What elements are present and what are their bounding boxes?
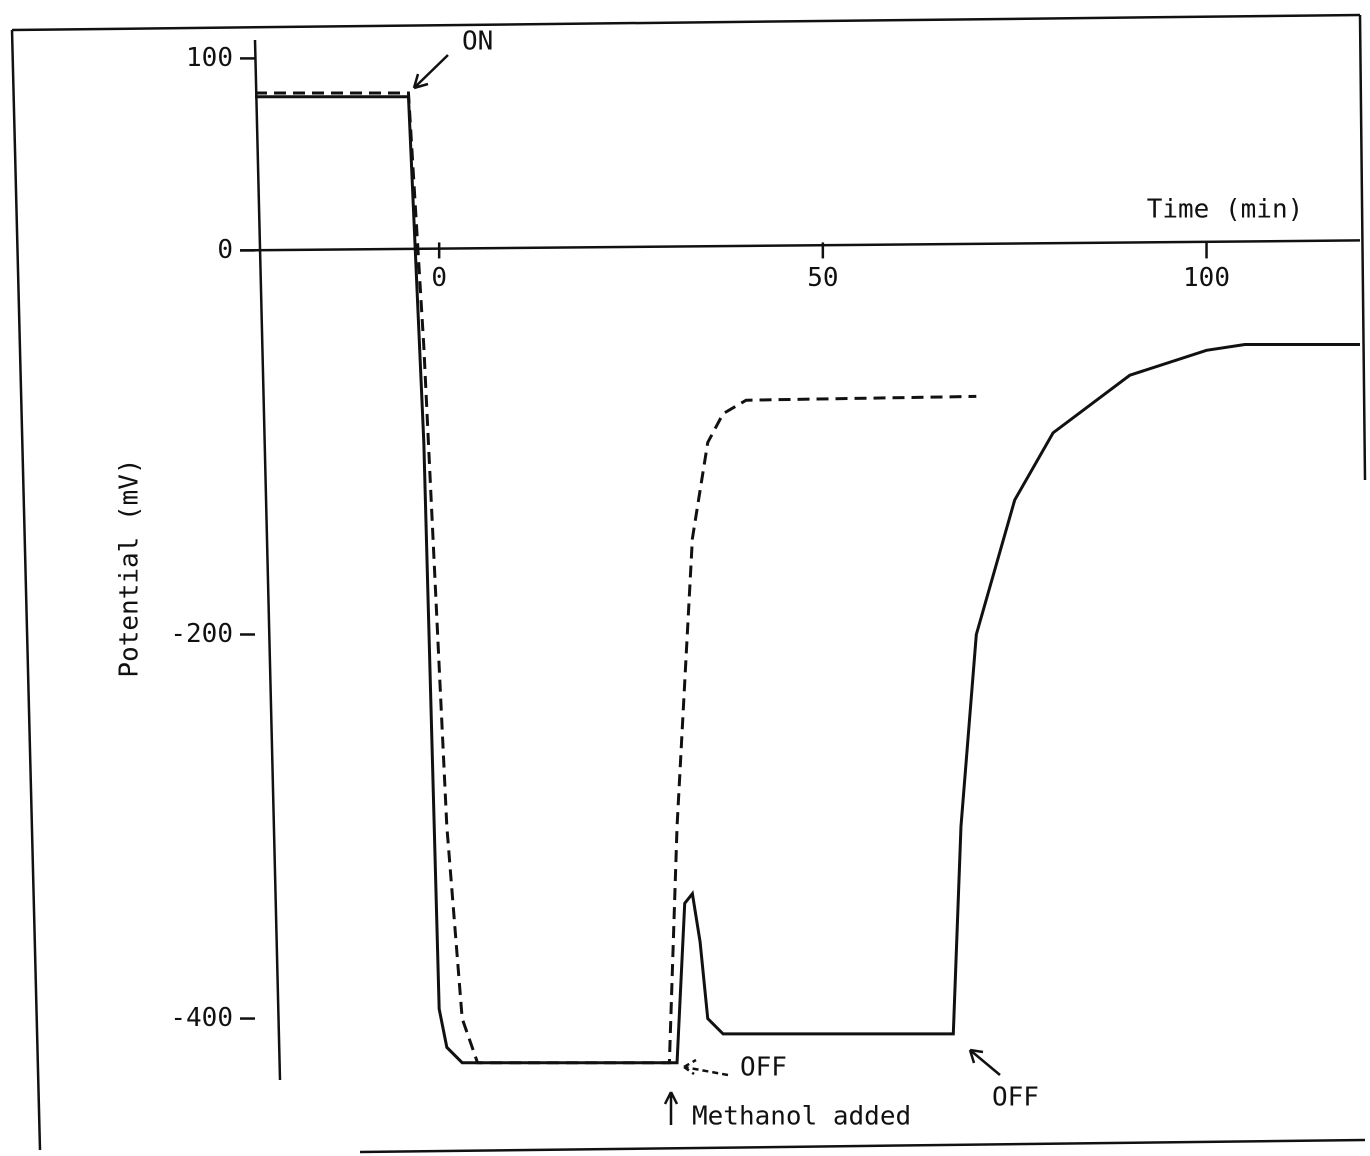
x-axis xyxy=(239,239,1361,252)
annotation: ON xyxy=(462,27,493,57)
arrow xyxy=(412,54,449,90)
frame xyxy=(11,13,1361,32)
annotation: OFF xyxy=(992,1083,1039,1113)
frame xyxy=(1358,14,1367,481)
annotation: OFF xyxy=(740,1053,787,1083)
arrow xyxy=(968,1048,1001,1076)
x-tick-label: 0 xyxy=(431,263,447,293)
x-tick-label: 100 xyxy=(1183,263,1230,293)
x-axis-label: Time (min) xyxy=(1147,195,1304,225)
series-line xyxy=(255,91,977,1065)
frame xyxy=(359,1138,1366,1154)
frame xyxy=(10,29,42,1151)
arrow xyxy=(683,1058,729,1077)
arrow xyxy=(663,1091,679,1125)
y-tick-label: 0 xyxy=(217,235,233,265)
x-tick-label: 50 xyxy=(807,263,838,293)
y-tick-label: 100 xyxy=(186,43,233,73)
annotation: Methanol added xyxy=(692,1102,911,1132)
y-axis-label: Potential (mV) xyxy=(115,458,145,677)
y-tick-label: -400 xyxy=(170,1003,233,1033)
y-tick-label: -200 xyxy=(170,619,233,649)
series-line xyxy=(255,95,1360,1065)
y-axis xyxy=(253,39,282,1081)
